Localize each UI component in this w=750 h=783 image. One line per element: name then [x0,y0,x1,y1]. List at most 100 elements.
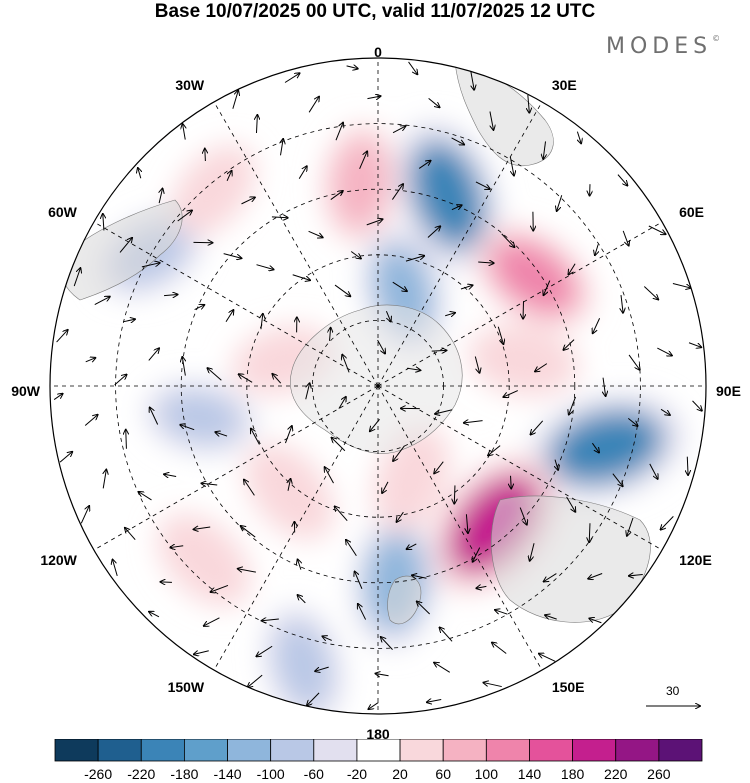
wind-arrow [588,573,603,578]
wind-arrow [489,111,494,130]
map-boundary [49,57,707,715]
colorbar-tick-label: 60 [435,766,451,782]
wind-arrow [84,415,97,426]
wind-arrow [434,663,451,673]
wind-arrow [530,543,535,561]
wind-arrow [126,430,127,449]
anomaly-center [159,391,242,443]
wind-arrow [298,595,306,604]
continents [59,61,651,625]
wind-arrow [688,342,701,348]
wind-arrow [261,314,263,330]
anomaly-center [490,240,577,314]
longitude-label: 0 [374,44,382,60]
wind-arrow [621,294,623,313]
wind-arrow [660,408,670,415]
wind-arrow [308,97,319,113]
longitude-label: 60W [48,204,78,220]
anomaly-center [333,139,387,227]
wind-arrow [501,233,515,247]
meridian-line [93,221,379,387]
wind-arrow [325,467,334,484]
wind-arrow [519,507,527,525]
wind-arrow [183,124,186,140]
wind-arrow [308,230,323,237]
wind-arrow [241,197,254,205]
wind-arrow [377,339,386,353]
wind-arrow [511,475,512,489]
wind-arrow [427,699,442,702]
wind-arrow [492,643,507,654]
meridian-line [213,385,379,671]
wind-arrow [566,496,576,512]
wind-arrow [509,156,514,176]
wind-arrow [466,514,468,533]
graticule [50,58,706,714]
wind-arrow [73,268,80,287]
australia-outline [491,495,651,623]
longitude-label: 30E [552,77,577,93]
wind-arrow [226,171,231,181]
wind-arrow [539,654,556,662]
wind-arrow [122,319,135,322]
colorbar-tick-label: 180 [561,766,585,782]
wind-arrow [392,281,407,291]
wind-arrow [470,71,474,90]
wind-arrow [407,543,417,549]
wind-arrow [248,674,263,687]
wind-arrow [460,285,473,289]
colorbar-cell [529,739,574,762]
wind-arrow [544,573,557,582]
wind-arrow [408,61,418,74]
colorbar-tick-label: 20 [392,766,408,782]
longitude-label: 60E [679,204,704,220]
wind-arrow [207,368,222,381]
wind-arrow [292,274,310,280]
wind-arrow [435,409,453,414]
wind-arrow [617,174,627,186]
longitude-label: 120E [679,552,712,568]
wind-arrow [238,569,256,573]
wind-arrow [543,141,545,158]
wind-arrow [194,651,209,655]
wind-arrow [330,191,343,200]
wind-arrow [589,618,602,624]
colorbar-cell [140,739,185,762]
wind-arrow [451,137,464,145]
south-america-outline [59,199,183,301]
wind-arrow [555,459,558,470]
wind-arrow [103,214,104,231]
brand-logo: MODES© [606,34,720,59]
wind-arrow [649,463,658,479]
wind-arrow [368,702,379,709]
wind-arrow [211,584,229,592]
wind-arrow [159,189,162,204]
wind-arrow [271,217,288,218]
wind-arrow [528,95,530,113]
anomaly-center [482,334,565,386]
colorbar-cell [399,739,444,762]
colorbar-tick-label: -140 [214,766,242,782]
wind-arrow [139,492,152,501]
longitude-label: 150W [168,679,205,695]
wind-arrow [338,397,346,409]
longitude-label: 90E [716,383,741,399]
wind-arrow [397,511,404,522]
wind-arrow [335,123,343,141]
wind-arrow [627,417,637,426]
longitude-label: 90W [11,383,41,399]
wind-arrow [622,230,628,246]
wind-arrow [412,575,427,578]
wind-arrow [355,572,363,589]
colorbar-tick-label: -220 [127,766,155,782]
wind-vectors [53,61,702,709]
meridian-line [377,385,663,551]
wind-arrow [256,115,257,133]
brand-name: MODES [606,34,713,59]
wind-arrow [330,328,331,341]
wind-arrow [332,438,346,452]
wind-arrow [434,461,444,474]
wind-arrow [544,280,551,296]
wind-arrow [164,474,177,476]
wind-arrow [194,305,205,311]
